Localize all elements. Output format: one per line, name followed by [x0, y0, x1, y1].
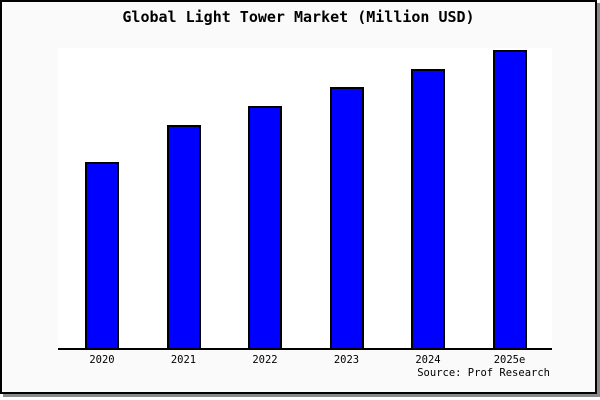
- chart-title: Global Light Tower Market (Million USD): [122, 8, 475, 26]
- x-tick-label-2020: 2020: [89, 354, 115, 366]
- bar-2025e: [492, 50, 527, 348]
- bar-2024: [411, 69, 445, 348]
- source-credit: Source: Prof Research: [417, 367, 550, 379]
- bar-2022: [248, 106, 282, 348]
- bar-2020: [85, 162, 119, 348]
- bar-2023: [329, 87, 364, 348]
- x-tick-label-2024: 2024: [415, 354, 441, 366]
- x-tick-label-2022: 2022: [252, 354, 278, 366]
- x-tick-label-2023: 2023: [333, 354, 360, 366]
- x-tick-label-2021: 2021: [170, 354, 197, 366]
- x-tick-label-2025e: 2025e: [493, 354, 526, 366]
- bar-2021: [166, 125, 201, 348]
- plot-area: 2020 2021 2022 2023 2024 2025e: [58, 48, 552, 366]
